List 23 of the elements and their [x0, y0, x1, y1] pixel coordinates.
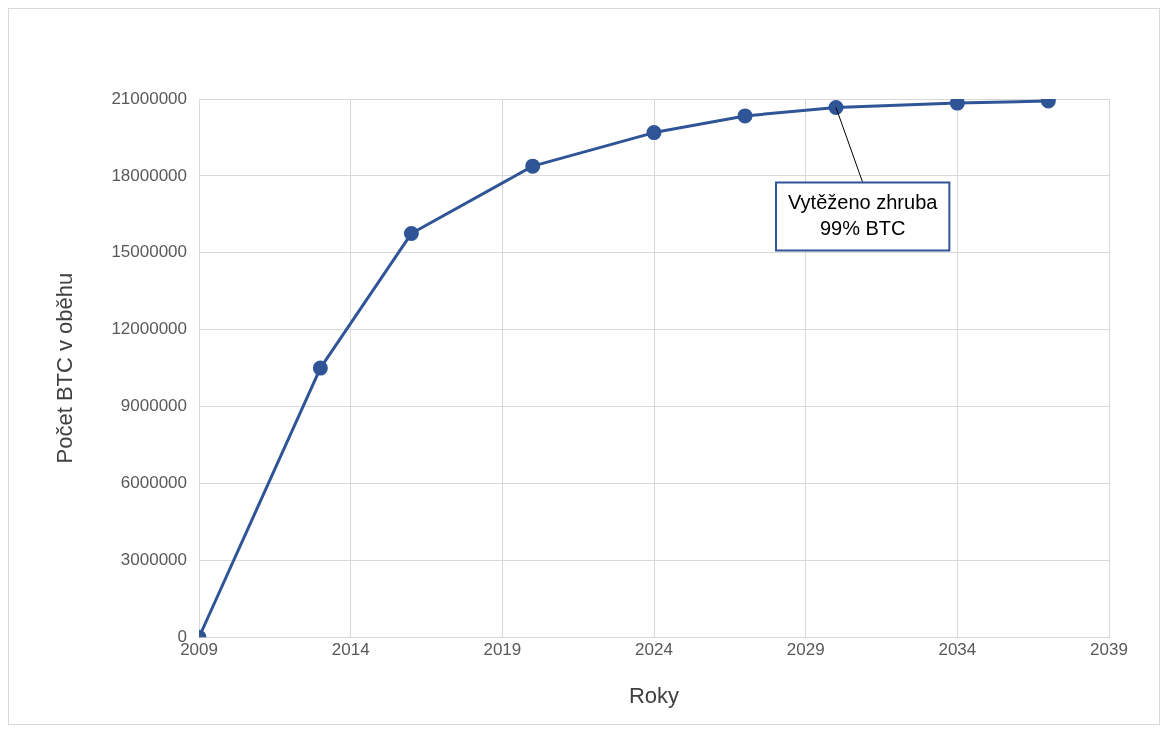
point [949, 99, 965, 111]
point [403, 226, 419, 242]
point [525, 158, 541, 174]
x-tick-label: 2024 [635, 640, 673, 660]
point [312, 360, 328, 376]
y-tick-label: 6000000 [120, 473, 188, 493]
point [828, 99, 844, 115]
y-axis-title: Počet BTC v oběhu [52, 272, 78, 464]
y-tick-label: 12000000 [111, 319, 188, 339]
point [737, 108, 753, 124]
x-axis-title: Roky [628, 682, 680, 708]
x-tick-label: 2034 [938, 640, 977, 660]
point [646, 125, 662, 141]
x-tick-label: 2039 [1090, 640, 1128, 660]
y-tick-label: 18000000 [111, 165, 188, 185]
y-tick-label: 3000000 [120, 550, 188, 569]
x-tick-label: 2014 [331, 640, 370, 660]
x-tick-label: 2029 [786, 640, 825, 660]
x-tick-label: 2019 [483, 640, 522, 660]
y-tick-label: 9000000 [120, 396, 188, 416]
y-tick-label: 15000000 [111, 242, 188, 262]
y-tick-label: 21000000 [111, 88, 188, 108]
annotation: Vytěženo zhruba 99% BTC [788, 190, 939, 239]
